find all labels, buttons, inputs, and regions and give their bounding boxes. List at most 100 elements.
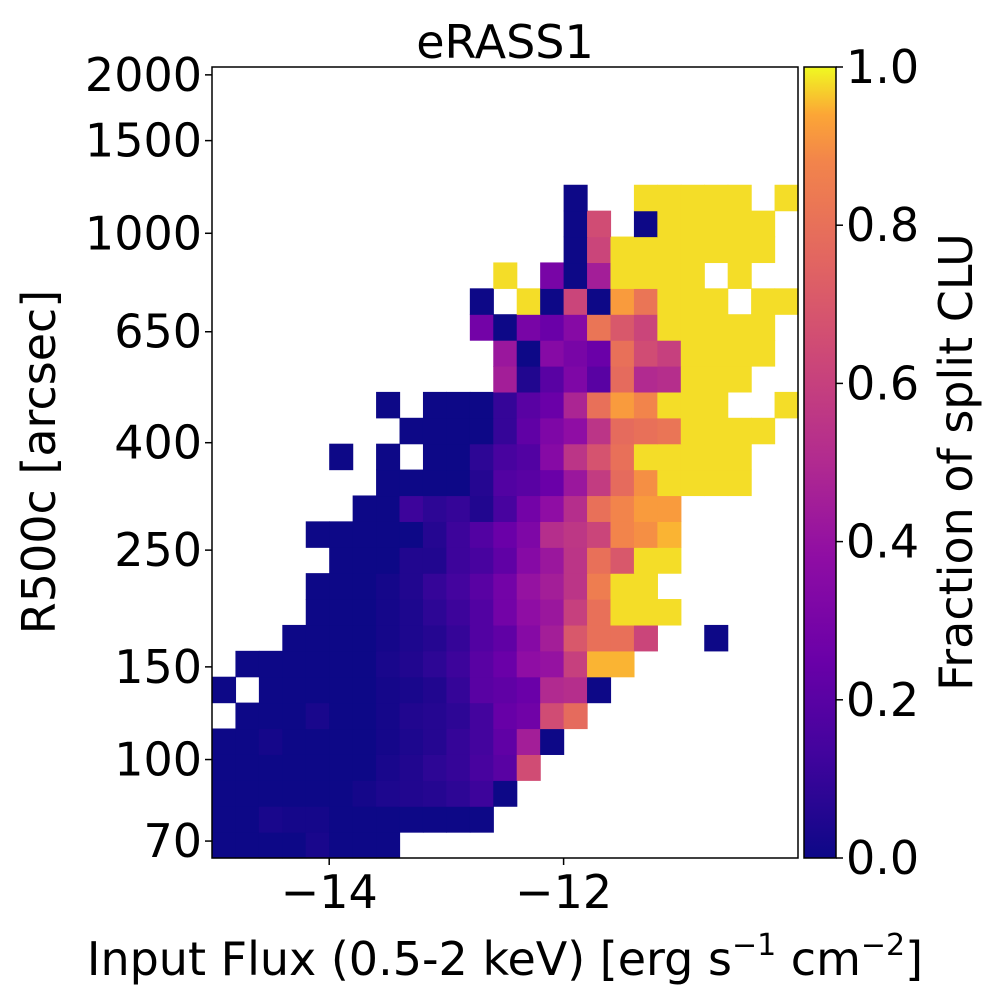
heatmap-cell (587, 521, 612, 548)
heatmap-cell (258, 702, 283, 730)
y-tick-label: 1000 (85, 206, 202, 260)
heatmap-cell (212, 832, 237, 859)
heatmap-cell (493, 443, 518, 471)
heatmap-cell (704, 340, 729, 367)
y-tick-label: 100 (114, 733, 202, 787)
heatmap-cell (212, 780, 237, 807)
heatmap-cell (422, 676, 447, 704)
heatmap-cell (727, 184, 752, 212)
heatmap-cell (657, 469, 682, 497)
heatmap-cell (493, 676, 518, 704)
heatmap-cell (610, 340, 635, 367)
heatmap-cell (610, 547, 635, 574)
heatmap-cell (516, 288, 541, 315)
heatmap-cell (282, 676, 307, 704)
y-axis-label: R500c [arcsec] (12, 290, 66, 635)
heatmap-cell (587, 495, 612, 522)
heatmap-cell (282, 780, 307, 807)
heatmap-cell (399, 780, 424, 807)
heatmap-cell (633, 573, 658, 600)
heatmap-cell (329, 754, 354, 781)
heatmap-cell (493, 495, 518, 522)
heatmap-cell (305, 754, 330, 781)
heatmap-cell (516, 314, 541, 341)
heatmap-cell (399, 547, 424, 574)
heatmap-cell (587, 391, 612, 419)
heatmap-cell (352, 624, 377, 652)
heatmap-cell (657, 288, 682, 315)
chart-title: eRASS1 (416, 15, 594, 69)
heatmap-cell (258, 780, 283, 807)
heatmap-cell (563, 676, 588, 704)
heatmap-cell (235, 806, 260, 833)
heatmap-cell (680, 314, 705, 341)
heatmap-cell (516, 443, 541, 471)
heatmap-cell (493, 262, 518, 289)
heatmap-cell (516, 391, 541, 419)
heatmap-cell (657, 366, 682, 393)
heatmap-cell (399, 521, 424, 548)
heatmap-cell (469, 469, 494, 497)
heatmap-cell (282, 754, 307, 781)
heatmap-cell (352, 521, 377, 548)
heatmap-cell (493, 417, 518, 445)
heatmap-cell (540, 624, 565, 652)
y-tick-label: 250 (114, 523, 202, 577)
heatmap-cell (633, 547, 658, 574)
heatmap-cell (258, 832, 283, 859)
heatmap-cell (751, 288, 776, 315)
heatmap-cell (704, 288, 729, 315)
heatmap-cell (516, 599, 541, 626)
heatmap-cell (422, 702, 447, 730)
heatmap-cell (587, 547, 612, 574)
heatmap-cell (329, 547, 354, 574)
heatmap-cell (680, 210, 705, 238)
heatmap-cell (493, 366, 518, 393)
heatmap-cell (329, 650, 354, 678)
heatmap-cell (563, 288, 588, 315)
heatmap-cell (399, 806, 424, 833)
heatmap-cell (329, 599, 354, 626)
heatmap-cell (376, 624, 401, 652)
heatmap-cell (305, 728, 330, 755)
heatmap-cell (540, 288, 565, 315)
x-tick-label: −14 (281, 865, 378, 919)
heatmap-cell (540, 650, 565, 678)
heatmap-cell (587, 262, 612, 289)
heatmap-cell (399, 676, 424, 704)
heatmap-cell (727, 236, 752, 264)
heatmap-cell (563, 340, 588, 367)
heatmap-cell (751, 314, 776, 341)
colorbar-ticks: 0.0 0.2 0.4 0.6 0.8 1.0 (836, 40, 919, 885)
heatmap-cell (399, 599, 424, 626)
heatmap-cell (704, 443, 729, 471)
colorbar (803, 66, 837, 859)
heatmap-cell (258, 676, 283, 704)
heatmap-cell (657, 599, 682, 626)
heatmap-cell (563, 573, 588, 600)
heatmap-cell (469, 599, 494, 626)
heatmap-cell (469, 780, 494, 807)
heatmap-cell (774, 184, 799, 212)
heatmap-cell (446, 676, 471, 704)
heatmap-cell (469, 806, 494, 833)
heatmap-cell (258, 650, 283, 678)
heatmap-cell (446, 780, 471, 807)
heatmap-cell (329, 832, 354, 859)
heatmap-cell (422, 391, 447, 419)
heatmap-cell (352, 495, 377, 522)
heatmap-cell (563, 236, 588, 264)
heatmap-cell (446, 443, 471, 471)
heatmap-cell (680, 288, 705, 315)
heatmap-cell (469, 650, 494, 678)
heatmap-cell (587, 443, 612, 471)
heatmap-cell (680, 443, 705, 471)
heatmap-cell (469, 417, 494, 445)
heatmap-cell (587, 624, 612, 652)
heatmap-cell (376, 676, 401, 704)
heatmap-cell (727, 210, 752, 238)
heatmap-cell (516, 650, 541, 678)
heatmap-cell (305, 832, 330, 859)
heatmap-cell (305, 573, 330, 600)
heatmap-cell (610, 624, 635, 652)
